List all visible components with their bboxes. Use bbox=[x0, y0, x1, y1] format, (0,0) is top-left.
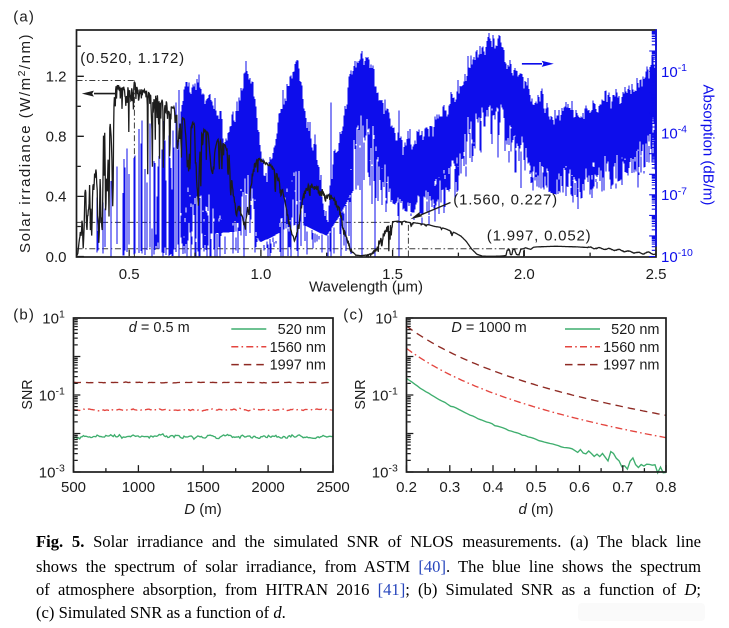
svg-text:2.0: 2.0 bbox=[514, 266, 535, 283]
svg-text:10-1: 10-1 bbox=[372, 386, 398, 405]
svg-text:(1.560, 0.227): (1.560, 0.227) bbox=[453, 192, 558, 209]
svg-text:10-3: 10-3 bbox=[372, 463, 398, 482]
svg-text:0.7: 0.7 bbox=[612, 479, 633, 496]
svg-text:2500: 2500 bbox=[316, 479, 349, 496]
svg-text:Absorption (dB/m): Absorption (dB/m) bbox=[700, 85, 717, 206]
svg-text:10-1: 10-1 bbox=[39, 386, 65, 405]
svg-text:1500: 1500 bbox=[187, 479, 220, 496]
svg-text:101: 101 bbox=[375, 309, 398, 328]
svg-text:10-4: 10-4 bbox=[661, 124, 687, 143]
svg-text:101: 101 bbox=[42, 309, 65, 328]
svg-text:1560 nm: 1560 nm bbox=[603, 340, 659, 356]
svg-text:520 nm: 520 nm bbox=[611, 322, 659, 338]
svg-text:1997 nm: 1997 nm bbox=[603, 358, 659, 374]
svg-text:0.6: 0.6 bbox=[569, 479, 590, 496]
svg-text:SNR: SNR bbox=[353, 379, 369, 409]
svg-text:520 nm: 520 nm bbox=[278, 322, 326, 338]
svg-text:0.4: 0.4 bbox=[46, 189, 67, 206]
svg-text:10-7: 10-7 bbox=[661, 185, 687, 204]
svg-text:1560 nm: 1560 nm bbox=[270, 340, 326, 356]
svg-text:0.0: 0.0 bbox=[46, 249, 67, 266]
svg-text:1.5: 1.5 bbox=[382, 266, 403, 283]
svg-text:d = 0.5 m: d = 0.5 m bbox=[129, 320, 190, 336]
svg-text:0.8: 0.8 bbox=[46, 129, 67, 146]
svg-text:2000: 2000 bbox=[251, 479, 284, 496]
svg-text:10-10: 10-10 bbox=[661, 247, 693, 266]
svg-text:(1.997, 0.052): (1.997, 0.052) bbox=[487, 228, 592, 245]
svg-text:Solar irradiance (W/m2/nm): Solar irradiance (W/m2/nm) bbox=[16, 33, 34, 253]
svg-text:0.5: 0.5 bbox=[526, 479, 547, 496]
svg-text:1997 nm: 1997 nm bbox=[270, 358, 326, 374]
svg-text:0.4: 0.4 bbox=[483, 479, 504, 496]
svg-text:(a): (a) bbox=[13, 9, 35, 26]
svg-text:1.0: 1.0 bbox=[250, 266, 271, 283]
svg-text:(0.520, 1.172): (0.520, 1.172) bbox=[80, 50, 185, 67]
svg-text:1000: 1000 bbox=[122, 479, 155, 496]
svg-text:1.2: 1.2 bbox=[46, 69, 67, 86]
svg-text:Wavelength (μm): Wavelength (μm) bbox=[309, 279, 423, 296]
svg-text:(b): (b) bbox=[13, 307, 35, 324]
svg-text:(c): (c) bbox=[343, 307, 364, 324]
svg-text:0.8: 0.8 bbox=[656, 479, 677, 496]
svg-text:0.5: 0.5 bbox=[119, 266, 140, 283]
svg-text:2.5: 2.5 bbox=[646, 266, 667, 283]
svg-text:SNR: SNR bbox=[20, 379, 36, 409]
svg-text:10-3: 10-3 bbox=[39, 463, 65, 482]
svg-text:D = 1000 m: D = 1000 m bbox=[451, 320, 526, 336]
svg-text:0.2: 0.2 bbox=[396, 479, 417, 496]
svg-text:500: 500 bbox=[61, 479, 86, 496]
svg-text:0.3: 0.3 bbox=[439, 479, 460, 496]
svg-text:10-1: 10-1 bbox=[661, 62, 687, 81]
svg-text:D (m): D (m) bbox=[184, 501, 222, 518]
svg-text:d (m): d (m) bbox=[519, 501, 554, 518]
